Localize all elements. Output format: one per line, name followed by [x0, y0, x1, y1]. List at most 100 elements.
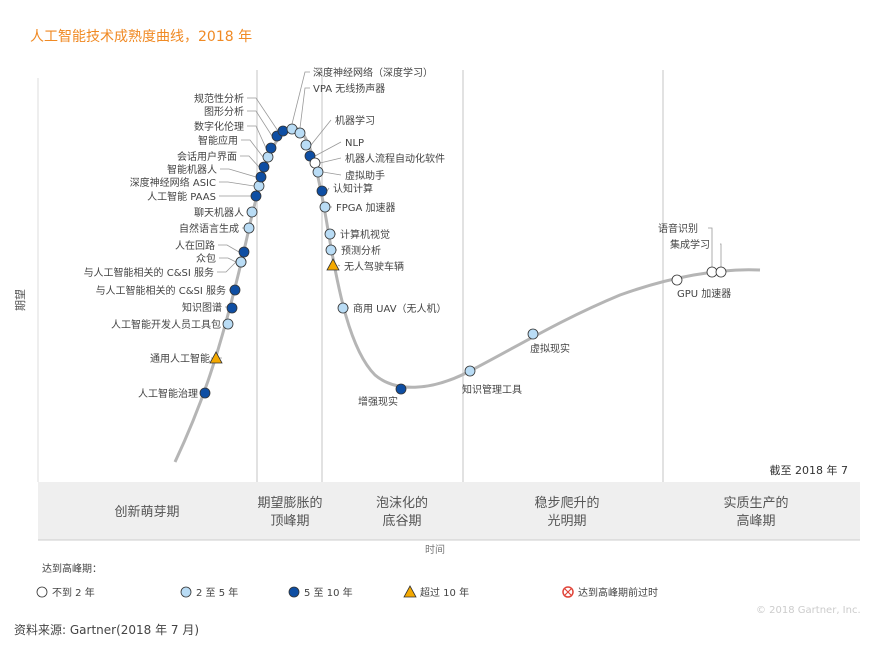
phase-label-line: 期望膨胀的	[257, 495, 322, 511]
technology-point	[262, 151, 274, 163]
leader-line	[310, 119, 332, 146]
technology-point	[180, 586, 192, 598]
legend-item: 不到 2 年	[36, 586, 95, 599]
legend-label: 达到高峰期前过时	[578, 586, 658, 599]
technology-label: 与人工智能相关的 C&SI 服务	[96, 284, 226, 297]
technology-label: 预测分析	[341, 244, 381, 257]
technology-point	[527, 328, 539, 340]
phase-label-line: 实质生产的	[723, 495, 788, 511]
technology-label: 计算机视觉	[340, 228, 390, 241]
phase-label: 期望膨胀的顶峰期	[257, 495, 322, 529]
technology-point	[309, 157, 321, 169]
technology-point	[395, 383, 407, 395]
technology-label: VPA 无线扬声器	[313, 82, 385, 95]
technology-label: 众包	[196, 252, 216, 265]
technology-label: 与人工智能相关的 C&SI 服务	[84, 266, 214, 279]
technology-point	[300, 139, 312, 151]
technology-label-group: 无人驾驶车辆	[337, 260, 404, 273]
leader-line	[319, 157, 342, 164]
technology-label: 图形分析	[204, 105, 244, 118]
technology-label-group: 计算机视觉	[335, 228, 390, 241]
technology-label: 认知计算	[333, 182, 373, 195]
leader-line	[219, 257, 237, 263]
leader-line	[218, 244, 240, 253]
technology-point	[36, 586, 48, 598]
technology-point	[250, 190, 262, 202]
x-axis-label: 时间	[425, 543, 445, 556]
legend-item: 2 至 5 年	[180, 586, 238, 599]
technology-point	[255, 171, 267, 183]
triangle-marker	[403, 585, 417, 598]
technology-label: 机器学习	[335, 114, 375, 127]
phase-label-line: 光明期	[547, 514, 586, 529]
legend-title: 达到高峰期：	[42, 562, 102, 575]
technology-label-group: 知识管理工具	[462, 383, 522, 396]
triangle-marker	[209, 351, 223, 364]
technology-label-group: 人在回路	[175, 239, 240, 253]
legend-label: 超过 10 年	[420, 586, 469, 599]
legend-item: 达到高峰期前过时	[562, 586, 658, 599]
phase-label: 泡沫化的底谷期	[376, 495, 428, 529]
legend-label: 2 至 5 年	[196, 586, 238, 599]
phase-label-line: 底谷期	[382, 513, 421, 529]
technology-label: 深度神经网络（深度学习）	[313, 66, 433, 79]
technology-label-group: 深度神经网络（深度学习）	[291, 66, 433, 125]
triangle-marker	[326, 258, 340, 271]
technology-label-group: 虚拟助手	[322, 169, 385, 182]
y-axis-label: 期望	[14, 289, 27, 311]
technology-point	[324, 228, 336, 240]
technology-label: 无人驾驶车辆	[344, 260, 404, 273]
leader-line	[299, 87, 310, 129]
technology-label: 人工智能治理	[138, 387, 198, 400]
technology-label: 会话用户界面	[177, 150, 237, 163]
phase-band	[38, 482, 860, 540]
technology-label: 知识管理工具	[462, 383, 522, 396]
technology-point	[222, 318, 234, 330]
technology-label-group: 知识图谱	[182, 301, 235, 314]
technology-label: 智能应用	[198, 134, 238, 147]
leader-line	[322, 171, 342, 176]
technology-point	[312, 166, 324, 178]
technology-point	[715, 266, 727, 278]
leader-line	[291, 71, 310, 125]
technology-point	[243, 222, 255, 234]
legend-label: 不到 2 年	[52, 586, 95, 599]
leader-line	[720, 243, 722, 267]
technology-label-group: 集成学习	[670, 238, 722, 267]
technology-label: 聊天机器人	[194, 206, 244, 219]
technology-label: 虚拟助手	[345, 169, 385, 182]
leader-line	[220, 168, 257, 178]
technology-point	[253, 180, 265, 192]
technology-point	[706, 266, 718, 278]
technology-point	[319, 201, 331, 213]
technology-point	[229, 284, 241, 296]
technology-label: GPU 加速器	[677, 288, 731, 300]
phase-label-line: 泡沫化的	[376, 495, 428, 511]
technology-label-group: GPU 加速器	[677, 288, 731, 300]
technology-label: 规范性分析	[194, 92, 244, 105]
technology-point	[258, 161, 270, 173]
technology-label-group: 机器学习	[310, 114, 375, 146]
technology-point	[277, 125, 289, 137]
technology-label: 通用人工智能	[150, 352, 210, 365]
technology-label-group: 认知计算	[326, 182, 373, 195]
as-of-date: 截至 2018 年 7	[770, 463, 848, 477]
technology-label-group: 图形分析	[204, 105, 273, 137]
technology-label-group: 智能应用	[198, 134, 264, 158]
leader-line	[241, 139, 264, 158]
technology-label-group: 数字化伦理	[194, 120, 267, 149]
technology-label-group: 与人工智能相关的 C&SI 服务	[96, 284, 238, 297]
technology-point	[265, 142, 277, 154]
technology-label: 商用 UAV（无人机）	[353, 302, 447, 315]
technology-label: NLP	[345, 138, 364, 149]
technology-label: 智能机器人	[167, 163, 217, 176]
phase-label: 实质生产的高峰期	[723, 495, 788, 529]
technology-label-group: 与人工智能相关的 C&SI 服务	[84, 261, 237, 279]
technology-label-group: 人工智能治理	[138, 387, 210, 400]
technology-label: 机器人流程自动化软件	[345, 152, 445, 165]
phase-label-line: 稳步爬升的	[534, 495, 599, 511]
technology-label-group: NLP	[314, 138, 364, 157]
leader-line	[708, 227, 713, 267]
technology-point	[235, 256, 247, 268]
